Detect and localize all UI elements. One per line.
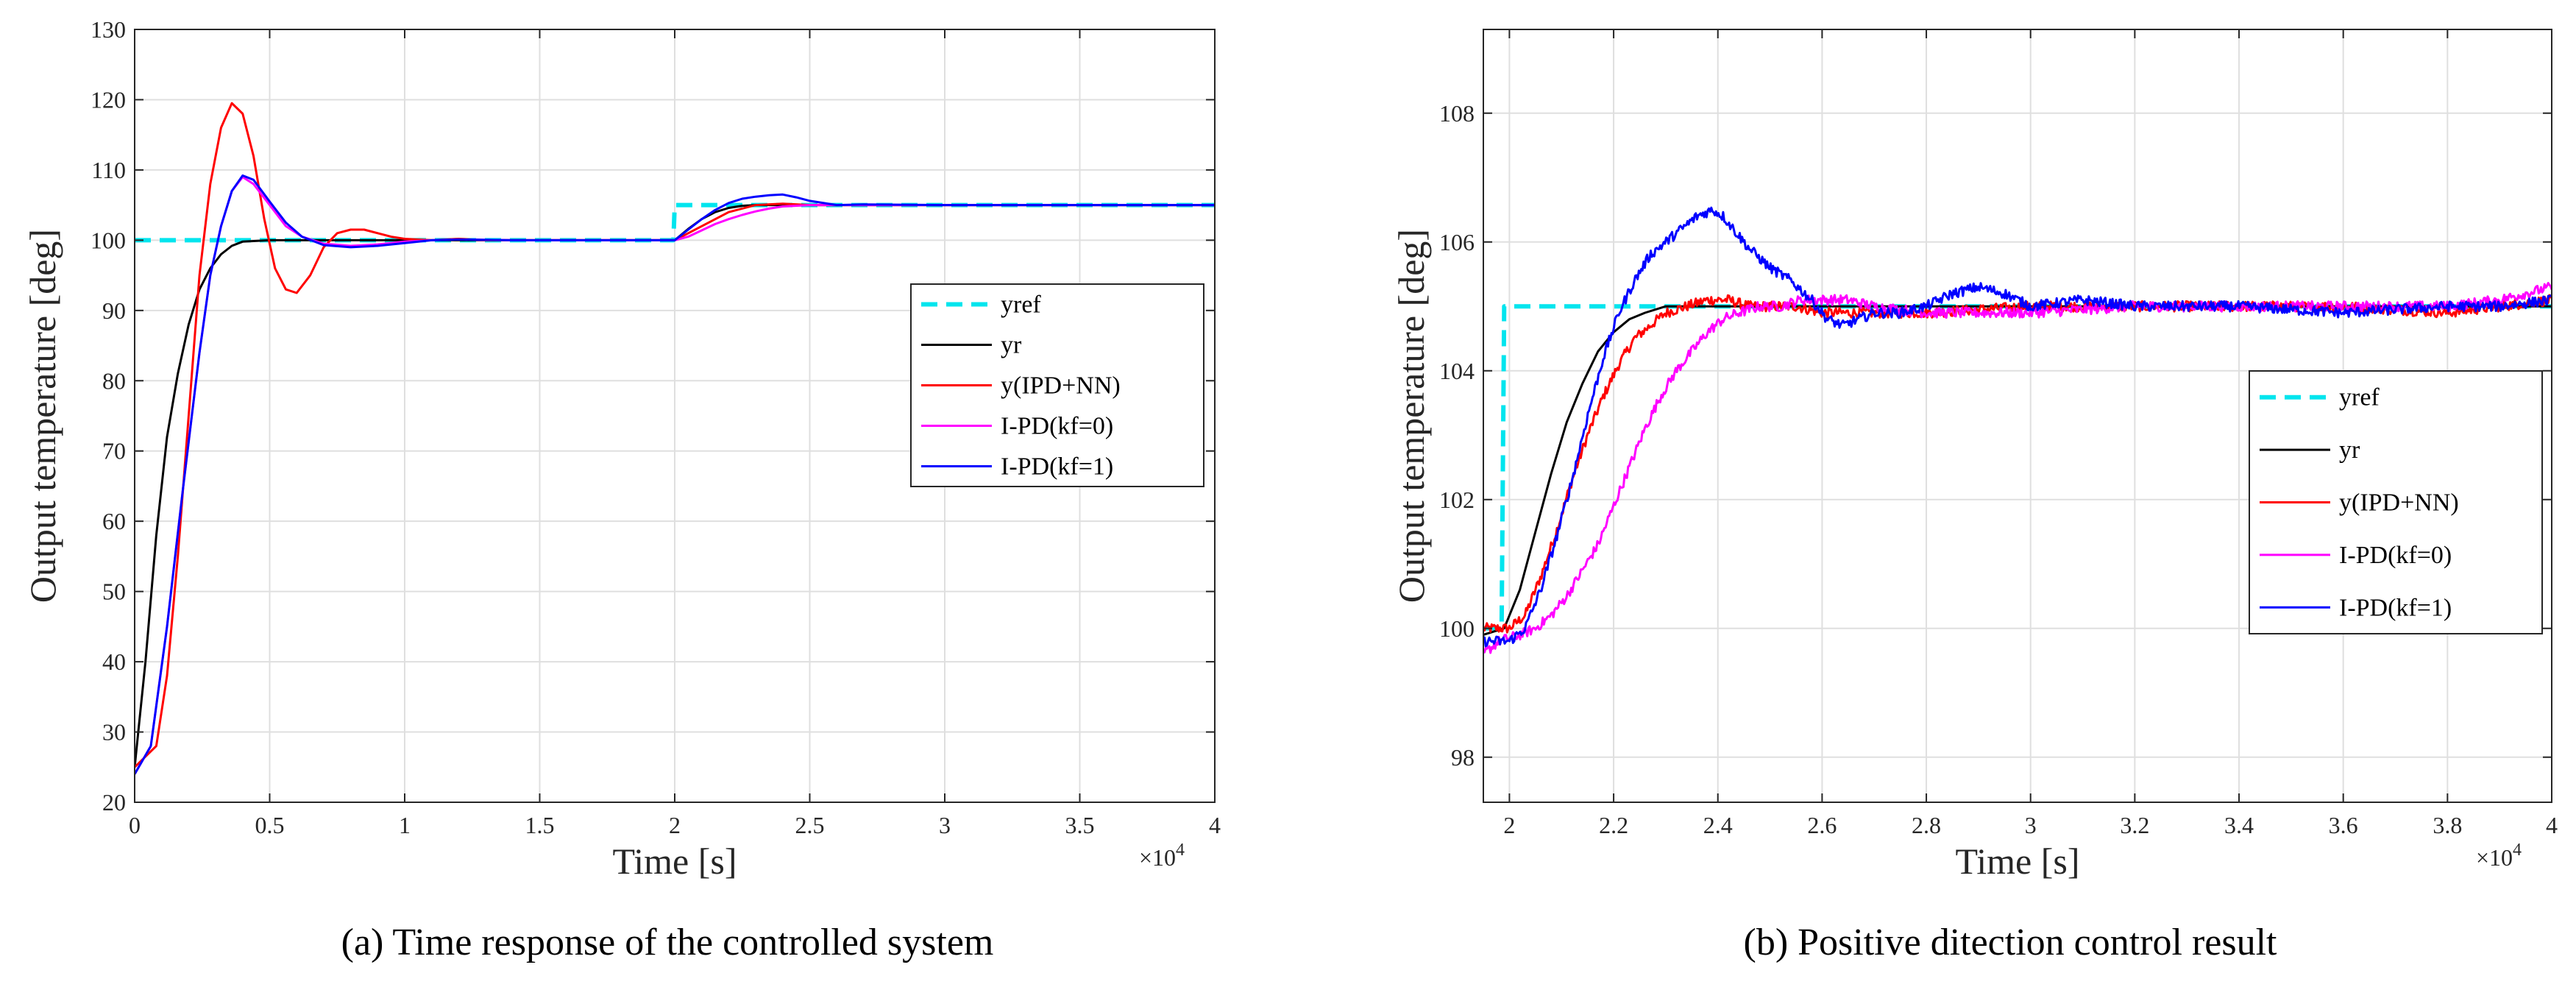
legend-entry: yref — [1001, 291, 1041, 319]
legend-entry: yref — [2339, 384, 2380, 411]
y-axis-label: Output temperature [deg] — [22, 229, 63, 603]
legend-entry: I-PD(kf=1) — [2339, 594, 2452, 621]
x-tick-label: 2.4 — [1703, 812, 1733, 838]
x-tick-label: 4 — [2546, 812, 2558, 838]
legend-entry: yr — [2339, 436, 2360, 464]
x-tick-label: 0.5 — [255, 812, 285, 838]
y-tick-label: 108 — [1439, 100, 1475, 127]
y-tick-label: 100 — [1439, 615, 1475, 642]
legend: yref yr y(IPD+NN) I-PD(kf=0) I-PD(kf=1) — [2249, 370, 2543, 634]
chart-0: 0 0.5 1 1.5 2 2.5 3 3.5 4 20 30 40 50 60 70 80 90 100 110 1… — [22, 16, 1221, 963]
y-tick-label: 70 — [102, 438, 126, 464]
y-tick-label: 30 — [102, 719, 126, 746]
x-tick-label: 2 — [1503, 812, 1515, 838]
y-tick-label: 130 — [91, 16, 126, 43]
legend-entry: I-PD(kf=1) — [1001, 453, 1113, 481]
x-tick-label: 4 — [1209, 812, 1221, 838]
legend-entry: y(IPD+NN) — [1001, 372, 1121, 400]
figure-caption: (b) Positive ditection control result — [1744, 921, 2278, 963]
y-tick-label: 40 — [102, 648, 126, 675]
legend-entry: I-PD(kf=0) — [1001, 413, 1113, 440]
y-tick-label: 80 — [102, 367, 126, 394]
y-tick-label: 120 — [91, 86, 126, 113]
y-tick-label: 50 — [102, 579, 126, 605]
y-tick-label: 106 — [1439, 229, 1475, 255]
x-tick-label: 3.5 — [1065, 812, 1095, 838]
series-line-yr — [1483, 305, 2552, 636]
x-tick-label: 1.5 — [525, 812, 555, 838]
y-tick-label: 100 — [91, 227, 126, 253]
x-tick-label: 3.4 — [2224, 812, 2254, 838]
x-tick-label: 0 — [129, 812, 141, 838]
y-tick-label: 102 — [1439, 487, 1475, 513]
x-axis-label: Time [s] — [1955, 841, 2079, 882]
x-tick-label: 2.5 — [795, 812, 825, 838]
x-tick-label: 2.6 — [1807, 812, 1837, 838]
series-line-i-pd-kf-1 — [1483, 206, 2552, 648]
plot-area — [135, 102, 1215, 775]
series-line-i-pd-kf-1 — [135, 174, 1215, 775]
x-tick-label: 1 — [399, 812, 411, 838]
series-line-y-ipd-nn — [135, 102, 1215, 768]
legend-entry: yr — [1001, 332, 1022, 359]
series-line-i-pd-kf-0 — [1483, 282, 2552, 654]
legend: yref yr y(IPD+NN) I-PD(kf=0) I-PD(kf=1) — [910, 283, 1204, 487]
plot-area — [1483, 206, 2552, 654]
x-tick-label: 3.2 — [2120, 812, 2149, 838]
y-tick-label: 104 — [1439, 358, 1475, 384]
legend-entry: y(IPD+NN) — [2339, 489, 2459, 517]
chart-1: 2 2.2 2.4 2.6 2.8 3 3.2 3.4 3.6 3.8 4 98 100 102 104 10… — [1391, 29, 2558, 963]
y-axis-label: Output temperature [deg] — [1391, 229, 1432, 603]
axes-box — [1483, 29, 2552, 803]
y-tick-label: 98 — [1451, 744, 1475, 771]
x-tick-label: 3 — [939, 812, 951, 838]
y-tick-label: 20 — [102, 789, 126, 816]
x-tick-label: 2 — [669, 812, 681, 838]
x-tick-label: 2.8 — [1912, 812, 1941, 838]
figure-caption: (a) Time response of the controlled syst… — [341, 921, 994, 963]
series-line-yref — [135, 202, 1215, 243]
y-tick-label: 60 — [102, 508, 126, 534]
x-multiplier: ×104 — [2476, 841, 2522, 871]
y-tick-label: 90 — [102, 297, 126, 324]
x-multiplier: ×104 — [1139, 841, 1185, 871]
y-tick-label: 110 — [91, 157, 126, 183]
x-tick-label: 3.6 — [2329, 812, 2358, 838]
x-axis-label: Time [s] — [612, 841, 737, 882]
legend-entry: I-PD(kf=0) — [2339, 542, 2452, 569]
x-tick-label: 3 — [2025, 812, 2037, 838]
x-tick-label: 2.2 — [1599, 812, 1628, 838]
x-tick-label: 3.8 — [2433, 812, 2462, 838]
